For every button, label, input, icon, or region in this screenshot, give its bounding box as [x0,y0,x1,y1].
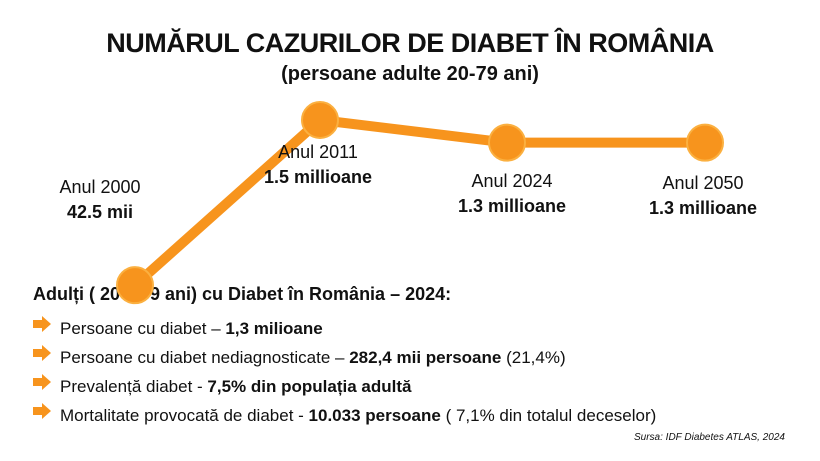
value-label: 1.3 millioane [458,196,566,216]
facts-heading: Adulți ( 20 – 79 ani) cu Diabet în Român… [33,284,451,304]
fact-note: (21,4%) [501,348,565,367]
bullet-arrow [33,316,51,332]
chart-subtitle: (persoane adulte 20-79 ani) [281,63,539,85]
category-label: Anul 2000 [59,177,140,197]
category-label: Anul 2011 [278,142,358,162]
fact-item: Mortalitate provocată de diabet - 10.033… [60,406,656,425]
bullet-arrow [33,345,51,361]
data-point [301,101,339,139]
chart-title: NUMĂRUL CAZURILOR DE DIABET ÎN ROMÂNIA [106,27,713,58]
fact-text: Persoane cu diabet – [60,319,225,338]
bullet-arrow [33,374,51,390]
fact-value: 282,4 mii persoane [349,348,501,367]
value-label: 1.5 millioane [264,167,372,187]
fact-text: Persoane cu diabet nediagnosticate – [60,348,349,367]
fact-value: 1,3 milioane [225,319,322,338]
fact-note: ( 7,1% din totalul deceselor) [441,406,656,425]
fact-text: Prevalență diabet - [60,377,207,396]
data-point [116,266,154,305]
value-label: 1.3 millioane [649,198,757,218]
data-point [686,123,724,162]
bullet-arrow [33,403,51,419]
series-line [131,115,705,289]
fact-value: 10.033 persoane [309,406,441,425]
fact-item: Persoane cu diabet – 1,3 milioane [60,319,323,338]
fact-item: Persoane cu diabet nediagnosticate – 282… [60,348,566,367]
source: Sursa: IDF Diabetes ATLAS, 2024 [634,432,785,443]
value-label: 42.5 mii [67,202,133,222]
category-label: Anul 2050 [662,173,743,193]
data-point [488,123,526,162]
fact-text: Mortalitate provocată de diabet - [60,406,309,425]
fact-value: 7,5% din populația adultă [207,377,412,396]
category-label: Anul 2024 [471,171,552,191]
fact-item: Prevalență diabet - 7,5% din populația a… [60,377,412,396]
